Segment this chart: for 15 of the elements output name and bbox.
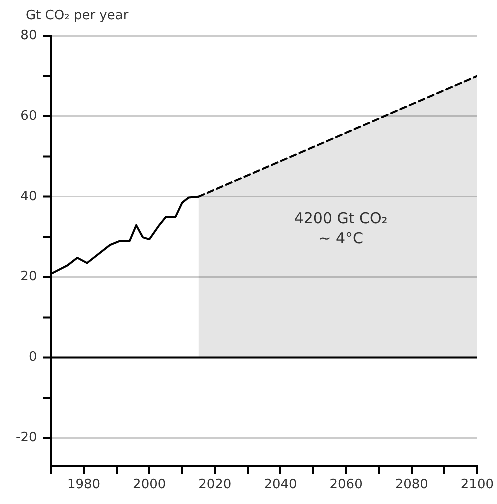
y-tick-label: 40 — [20, 189, 38, 204]
y-tick-label: -20 — [16, 430, 38, 446]
x-tick-label: 2000 — [133, 478, 166, 493]
y-tick-label: 20 — [20, 270, 38, 285]
y-tick-label: 60 — [20, 108, 38, 124]
x-tick-label: 2040 — [264, 478, 298, 493]
x-tick-label: 1980 — [67, 478, 101, 493]
y-tick-label: 80 — [20, 28, 38, 44]
annotation: 4200 Gt CO₂ ~ 4°C — [294, 210, 388, 248]
x-tick-label: 2020 — [198, 478, 232, 493]
y-tick-label: 0 — [28, 350, 38, 366]
y-axis-title: Gt CO₂ per year — [26, 8, 130, 24]
x-tick-label: 2100 — [460, 478, 494, 493]
x-tick-label: 2080 — [395, 478, 428, 493]
x-tick-label: 2060 — [330, 478, 363, 493]
